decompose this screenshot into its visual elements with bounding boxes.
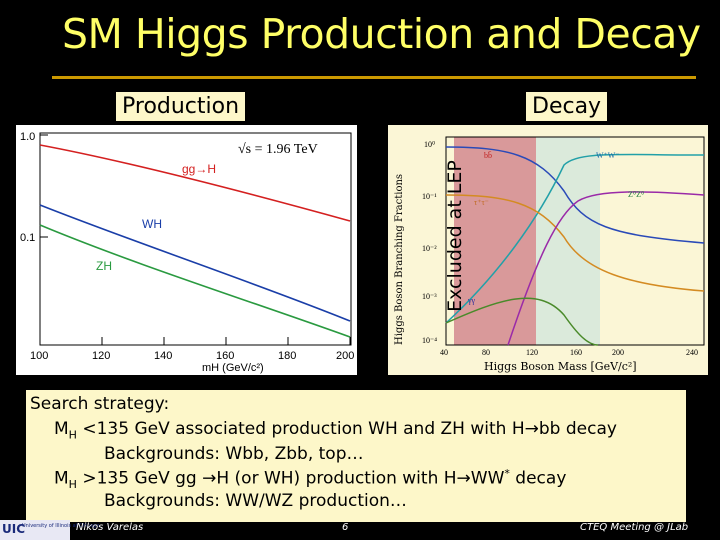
y-tick-1: 1.0 [20, 131, 35, 143]
strategy-high-mass-backgrounds: Backgrounds: WW/WZ production… [104, 491, 407, 511]
strategy-heading: Search strategy: [30, 394, 170, 414]
x-tick-4: 160 [216, 350, 234, 362]
y-tick-4: 10⁻³ [422, 292, 437, 301]
bb-curve [445, 146, 705, 244]
tautau-curve [445, 194, 705, 292]
zz-curve [507, 191, 705, 346]
gg-to-h-label: gg→H [182, 162, 216, 176]
y-tick-5: 10⁻⁴ [422, 336, 437, 345]
footer-meeting: CTEQ Meeting @ JLab [580, 522, 689, 533]
footer-page-number: 6 [342, 522, 349, 533]
x-tick-4: 160 [570, 348, 582, 357]
production-plot: 1.0 0.1 100 120 140 160 180 200 mH (GeV/… [16, 125, 357, 375]
zz-label: Z⁰Z⁰ [628, 190, 644, 199]
wh-curve [39, 204, 351, 322]
x-axis-label: mH (GeV/c²) [202, 362, 264, 374]
strategy-low-mass-backgrounds: Backgrounds: Wbb, Zbb, top… [104, 444, 364, 464]
x-tick-1: 40 [440, 348, 448, 357]
production-label: Production [116, 92, 246, 121]
plot-frame [445, 136, 705, 346]
title-divider [52, 76, 696, 79]
zh-curve [39, 224, 351, 338]
bb-label: bb̄ [484, 151, 492, 160]
y-tick-1: 10⁰ [424, 140, 435, 149]
sqrt-s-label: √s = 1.96 TeV [238, 142, 318, 157]
y-axis-label: Higgs Boson Branching Fractions [394, 174, 405, 345]
strategy-low-mass: MH <135 GeV associated production WH and… [54, 419, 617, 442]
excluded-at-lep-label: Excluded at LEP [444, 160, 466, 312]
x-tick-6: 200 [336, 350, 354, 362]
x-tick-5: 200 [612, 348, 624, 357]
y-tick-2: 10⁻¹ [422, 192, 437, 201]
tautau-label: τ⁺τ⁻ [474, 198, 489, 207]
ww-curve [445, 153, 705, 324]
search-strategy-box: Search strategy: MH <135 GeV associated … [26, 390, 686, 522]
x-tick-5: 180 [278, 350, 296, 362]
x-tick-2: 120 [92, 350, 110, 362]
strategy-high-mass: MH >135 GeV gg →H (or WH) production wit… [54, 467, 567, 492]
y-tick-3: 10⁻² [422, 244, 437, 253]
plot-frame [39, 132, 352, 346]
x-tick-6: 240 [686, 348, 698, 357]
gammagamma-label: γγ [467, 296, 476, 305]
x-axis-ticks [39, 134, 351, 345]
x-axis-label: Higgs Boson Mass [GeV/c²] [484, 360, 637, 373]
wh-label: WH [142, 217, 162, 231]
ww-label: W⁺W⁻ [596, 151, 620, 160]
footer-author: Nikos Varelas [76, 522, 144, 533]
decay-label: Decay [526, 92, 608, 121]
favored-mass-region [536, 137, 600, 345]
gammagamma-curve [445, 297, 599, 346]
x-tick-2: 80 [482, 348, 490, 357]
slide-title: SM Higgs Production and Decay [62, 10, 701, 58]
x-tick-3: 120 [526, 348, 538, 357]
zh-label: ZH [96, 259, 112, 273]
gg-to-h-curve [39, 144, 351, 222]
y-tick-2: 0.1 [20, 232, 35, 244]
uic-logo: UIC University of Illinois at Chicago [0, 520, 99, 540]
lep-excluded-region [454, 137, 536, 345]
decay-plot: Higgs Boson Branching Fractions 10⁰ 10⁻¹… [388, 125, 708, 375]
x-tick-1: 100 [30, 350, 48, 362]
x-tick-3: 140 [154, 350, 172, 362]
